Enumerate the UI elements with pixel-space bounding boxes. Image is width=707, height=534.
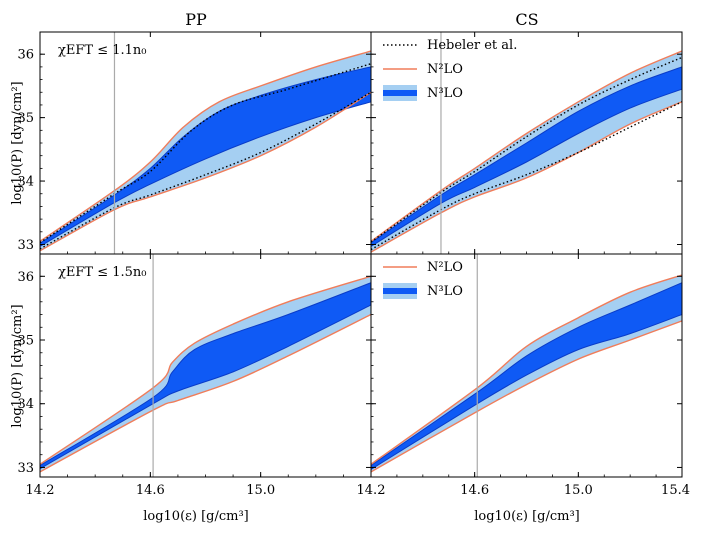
- plot-area: [371, 32, 682, 254]
- x-tick-label: 14.2: [26, 483, 55, 498]
- legend-hebeler-label: Hebeler et al.: [427, 38, 517, 53]
- panel-pp-bottom: 33 34 35 36 14.2 14.6 15.0 χEFT ≤ 1.5n₀: [17, 253, 372, 498]
- n3lo-lower-edge: [40, 101, 371, 247]
- n3lo-upper-edge: [371, 282, 682, 466]
- n2lo-upper-edge: [371, 274, 682, 465]
- x-tick-label: 14.6: [136, 483, 165, 498]
- legend-n3lo-label: N³LO: [427, 86, 463, 101]
- density-annotation: χEFT ≤ 1.5n₀: [58, 265, 146, 280]
- plot-area: [40, 32, 371, 254]
- y-tick-label: 34: [17, 397, 34, 412]
- legend-n3lo-label: N³LO: [427, 284, 463, 299]
- n2lo-lower-edge: [40, 91, 371, 252]
- legend-n3lo-inner-swatch: [383, 288, 417, 294]
- n2lo-upper-edge: [371, 50, 682, 242]
- y-tick-label: 36: [17, 270, 34, 285]
- n2lo-lower-edge: [371, 320, 682, 473]
- n3lo-band: [40, 66, 371, 247]
- n2lo-lower-edge: [40, 313, 371, 473]
- y-axis-label-bottom: log10(P) [dyn/cm²]: [10, 304, 25, 427]
- legend-n3lo-inner-swatch: [383, 90, 417, 96]
- column-title-cs: CS: [515, 10, 538, 29]
- n3lo-band: [371, 282, 682, 470]
- y-tick-label: 34: [17, 175, 34, 190]
- column-title-pp: PP: [185, 10, 207, 29]
- y-tick-label: 33: [17, 238, 34, 253]
- x-tick-label: 15.4: [661, 483, 690, 498]
- plot-area: [371, 254, 682, 477]
- legend: Hebeler et al. N²LO N³LO: [383, 38, 517, 101]
- n3lo-band: [40, 282, 371, 469]
- n2lo-upper-edge: [40, 275, 371, 465]
- plot-area: [40, 254, 371, 477]
- x-tick-label: 15.0: [564, 483, 593, 498]
- n3lo-upper-edge: [40, 282, 371, 466]
- panel-cs-top: Hebeler et al. N²LO N³LO: [370, 31, 683, 255]
- y-tick-label: 35: [17, 111, 34, 126]
- density-annotation: χEFT ≤ 1.1n₀: [58, 43, 146, 58]
- x-tick-label: 14.6: [460, 483, 489, 498]
- n3lo-band: [371, 66, 682, 247]
- legend: N²LO N³LO: [383, 260, 463, 299]
- n3lo-upper-edge: [371, 66, 682, 244]
- legend-n2lo-label: N²LO: [427, 62, 463, 77]
- x-axis-label-left: log10(ε) [g/cm³]: [143, 509, 249, 524]
- y-tick-label: 36: [17, 48, 34, 63]
- y-tick-label: 33: [17, 461, 34, 476]
- x-tick-label: 15.0: [246, 483, 275, 498]
- hebeler-lower-line: [40, 91, 371, 250]
- x-tick-label: 14.2: [357, 483, 386, 498]
- panels: 33 34 35 36 χEFT ≤ 1.1n₀ Hebeler et al. N²LO N³…: [17, 31, 690, 498]
- panel-cs-bottom: 14.2 14.6 15.0 15.4 N²LO N³LO: [357, 253, 690, 498]
- x-axis-label-right: log10(ε) [g/cm³]: [474, 509, 580, 524]
- n3lo-lower-edge: [371, 314, 682, 470]
- y-axis-label-top: log10(P) [dyn/cm²]: [10, 81, 25, 204]
- panel-pp-top: 33 34 35 36 χEFT ≤ 1.1n₀: [17, 31, 372, 255]
- legend-n2lo-label: N²LO: [427, 260, 463, 275]
- hebeler-upper-line: [371, 56, 682, 243]
- n3lo-lower-edge: [40, 304, 371, 470]
- n3lo-lower-edge: [371, 88, 682, 247]
- y-tick-label: 35: [17, 334, 34, 349]
